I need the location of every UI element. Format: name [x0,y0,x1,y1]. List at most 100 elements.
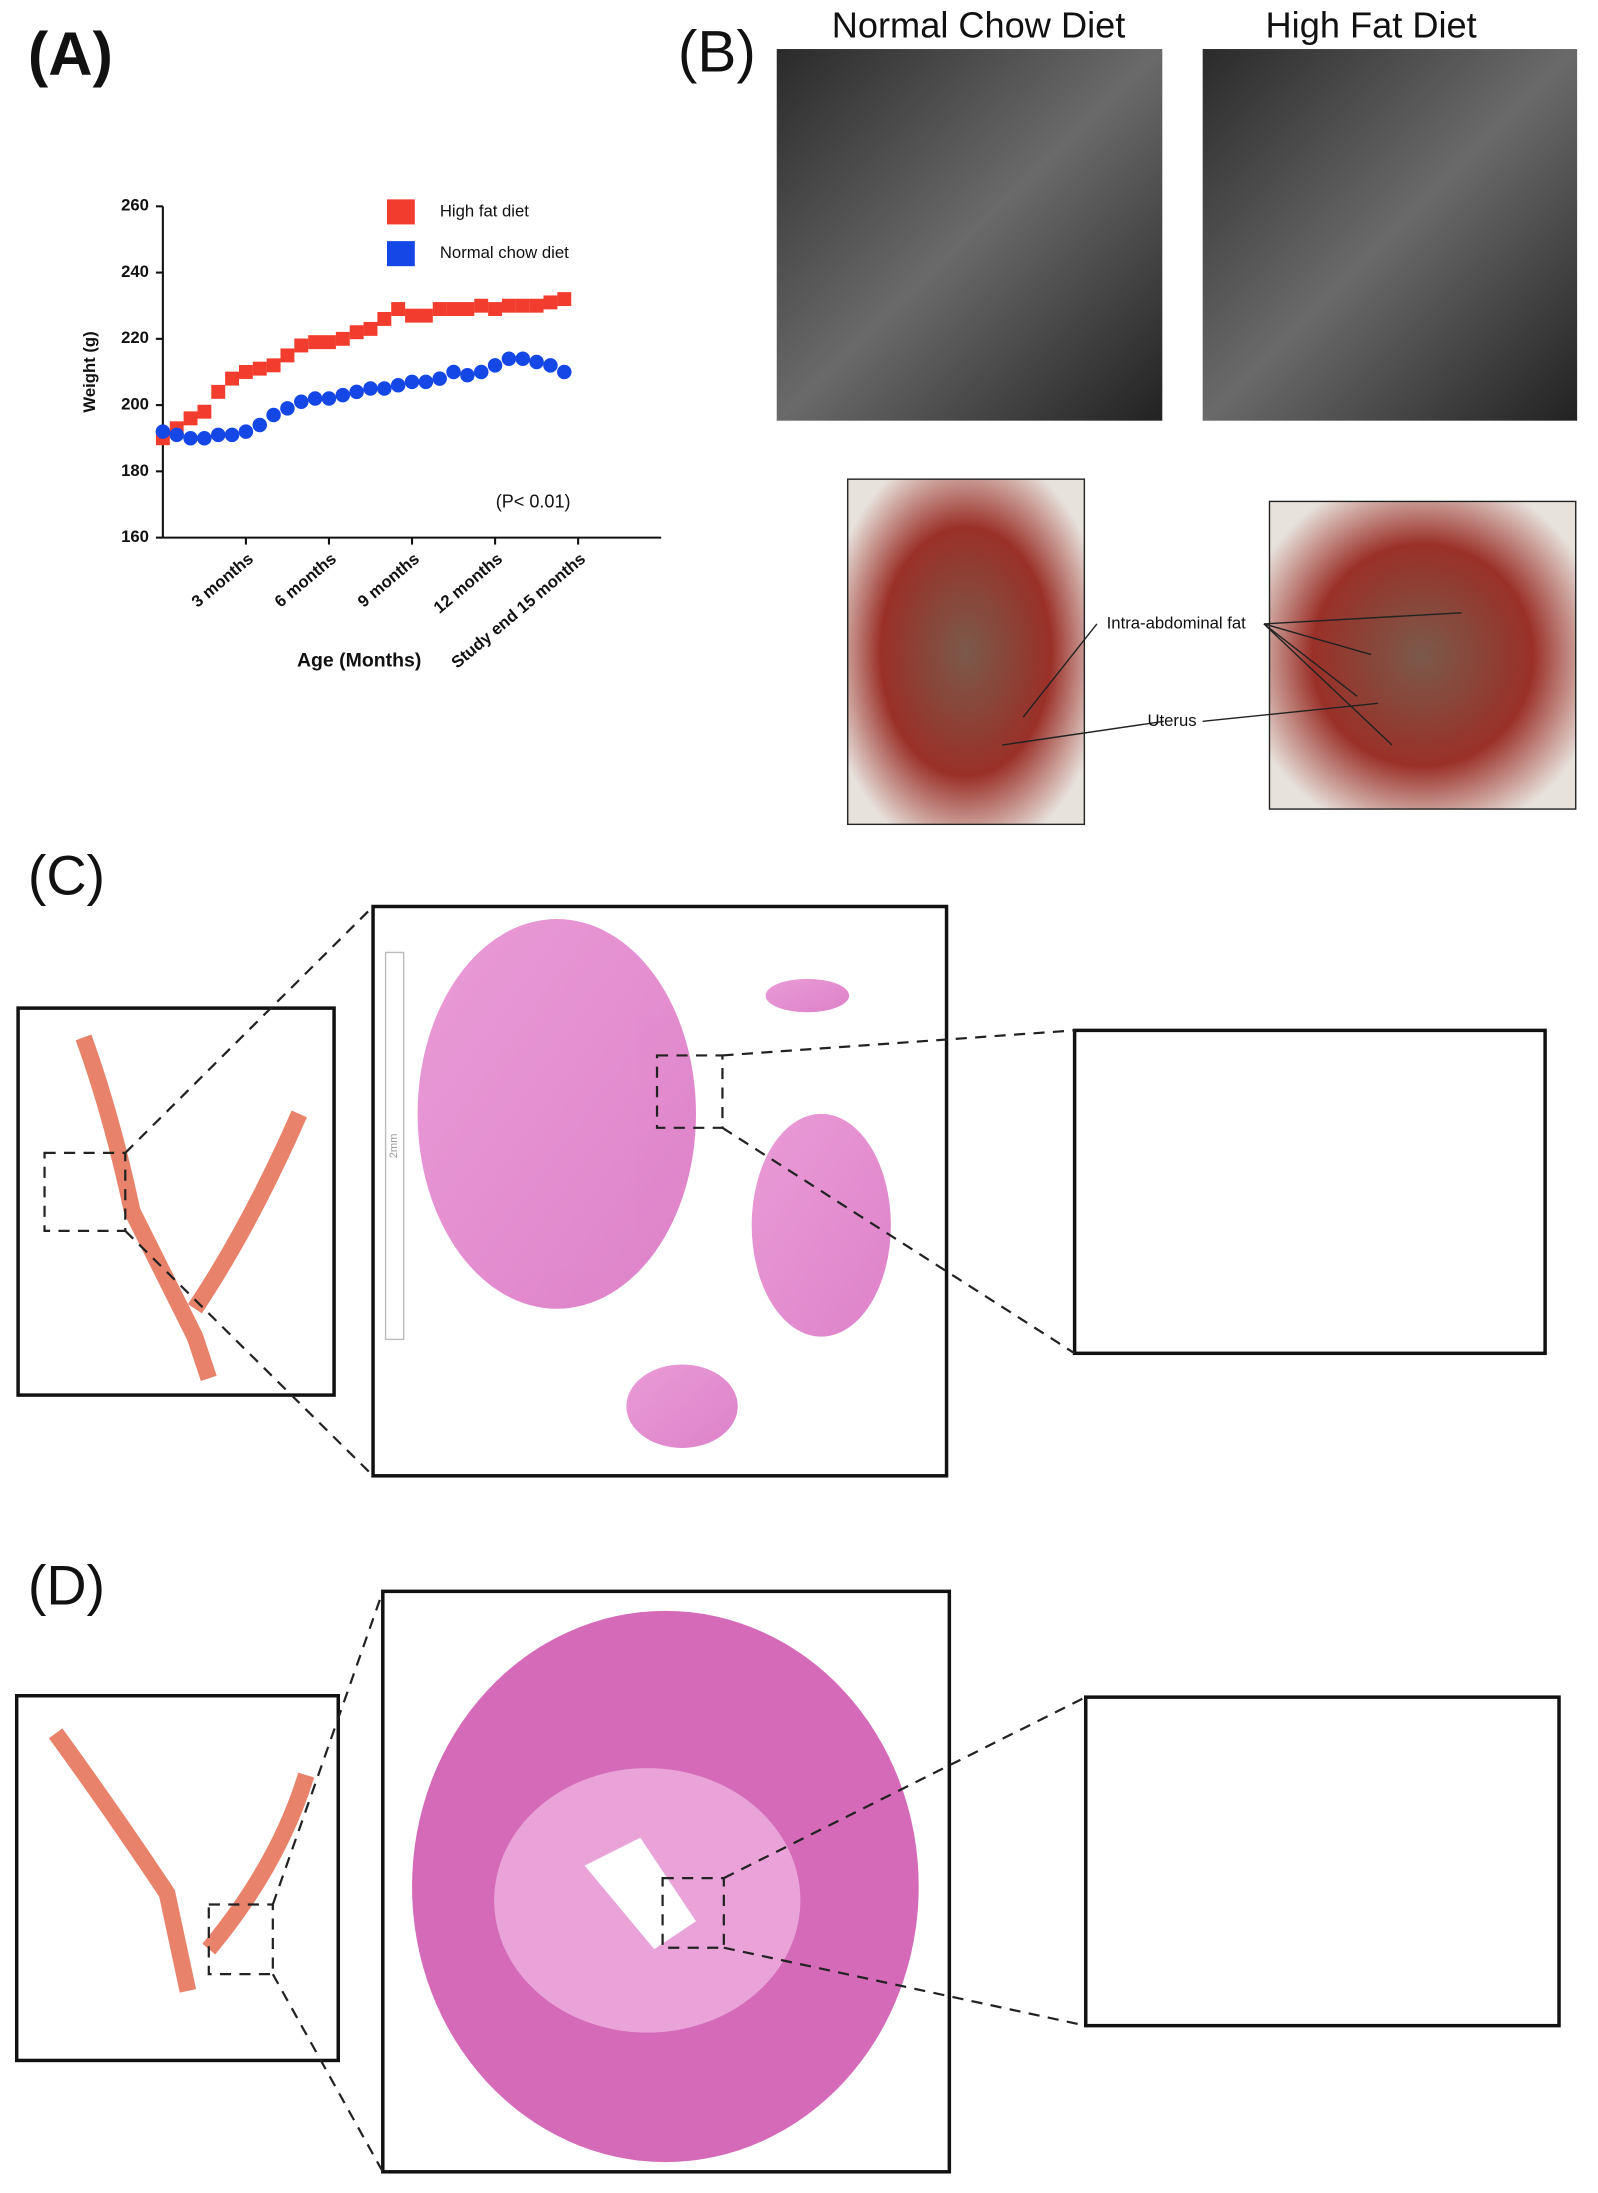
data-point [349,325,364,340]
data-point [280,401,295,416]
data-point [308,335,323,350]
uterus-photo [14,1694,340,2063]
data-point [557,364,572,380]
annotation: Intra-abdominal fat [1107,613,1247,632]
data-point [210,427,226,443]
data-point [307,391,323,406]
panel-label: (A) [28,20,113,88]
tissue [417,919,891,1448]
data-point [183,430,198,446]
data-point [238,424,254,439]
zoom-box [655,1054,724,1129]
specimen [75,1034,307,1382]
data-point [488,302,503,316]
dissection-photo [847,478,1086,826]
histology-image [371,904,949,1478]
y-tick-label: 240 [121,262,149,281]
data-point [294,338,309,353]
data-point [474,298,489,313]
weight-chart: 160 180 200 220 240 260 3 months 6 months 9 mont… [121,196,662,672]
dissection-photo [1268,500,1577,810]
data-point [321,391,337,406]
ct-image [776,49,1163,421]
data-point [322,335,336,350]
data-point [197,430,212,446]
side-label: Left [225,1783,272,1814]
x-tick-label: 6 months [271,549,340,611]
data-point [280,348,295,363]
data-point [515,298,530,313]
data-point [238,365,253,379]
x-tick-label: 12 months [430,549,506,617]
scale-bar [384,951,405,1341]
annotation: (P< 0.01) [496,492,571,512]
data-point [501,298,516,313]
data-point [197,404,212,419]
annotation: Uterus [1147,711,1196,730]
image-title: Normal Chow Diet [832,5,1126,46]
y-tick-label: 260 [121,196,149,215]
uterus-photo [16,1006,336,1397]
panel-label: (C) [28,845,105,907]
specimen [48,1728,315,1993]
data-point [294,394,309,410]
data-point [543,295,558,310]
x-tick-label: 3 months [188,549,257,611]
data-point [460,368,475,383]
y-tick-label: 180 [121,461,149,480]
x-tick-label: Study end 15 months [448,549,589,672]
data-point [432,302,447,316]
data-point [225,371,240,386]
legend-swatch [386,241,415,267]
data-point [487,358,503,373]
data-point [474,364,489,380]
histology-zoom [1072,1028,1547,1356]
data-point [266,407,281,423]
data-point [335,387,351,403]
data-point [446,364,461,380]
data-point [224,427,240,443]
data-point [460,302,475,316]
y-tick-label: 220 [121,328,149,347]
data-point [418,374,434,390]
data-point [363,321,378,336]
zoom-box [207,1903,274,1976]
data-point [335,331,350,346]
data-point [432,371,447,386]
data-point [446,302,461,316]
legend-label: Normal chow diet [440,243,569,262]
data-point [390,377,406,393]
side-label: Right [68,1874,133,1905]
data-point [501,351,517,366]
y-axis-label: Weight (g) [80,331,99,412]
data-point [391,302,406,316]
data-point [377,381,392,396]
data-point [169,427,184,443]
data-point [155,424,171,439]
data-point [404,374,420,390]
data-point [252,417,267,433]
ct-image [1202,49,1578,421]
pointer-lines [1002,612,1462,746]
y-tick-label: 200 [121,395,149,414]
lumen [584,1837,696,1950]
data-point [363,381,378,396]
data-point [405,308,419,323]
data-point [515,351,531,366]
y-tick-label: 160 [121,527,149,546]
data-point [183,411,198,426]
histology-image [381,1589,952,2174]
data-point [543,358,558,373]
connector [271,1590,1087,2173]
data-point [211,384,226,399]
data-point [266,358,281,373]
side-label: Right [30,1235,95,1266]
panel-label: (D) [28,1555,105,1617]
x-tick-label: 9 months [354,549,423,611]
side-label: Left [213,1100,260,1131]
data-point [557,292,572,307]
legend-label: High fat diet [440,201,529,220]
zoom-box [661,1876,725,1949]
image-title: High Fat Diet [1266,5,1477,46]
